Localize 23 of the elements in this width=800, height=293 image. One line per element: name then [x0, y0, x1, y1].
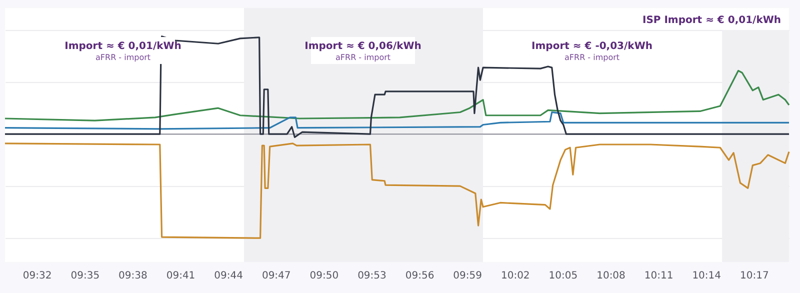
annotation: Import ≈ € -0,03/kWh [532, 41, 652, 52]
x-tick-label: 09:38 [118, 270, 148, 282]
annotation: aFRR - import [564, 53, 620, 62]
x-tick-label: 09:53 [358, 270, 386, 282]
x-tick-label: 10:02 [500, 270, 530, 282]
x-tick-label: 09:47 [262, 270, 291, 282]
x-tick-label: 10:05 [548, 270, 578, 282]
annotation: Import ≈ € 0,01/kWh [64, 41, 182, 52]
text: ISP Import ≈ € 0,01/kWh [642, 15, 781, 26]
x-tick-label: 09:35 [70, 270, 100, 282]
x-tick-label: 09:44 [214, 270, 243, 282]
annotation: aFRR - import [335, 53, 391, 62]
x-tick-label: 09:56 [405, 270, 434, 282]
x-tick-label: 09:32 [22, 270, 52, 282]
annotation: aFRR - import [95, 53, 151, 62]
x-tick-label: 09:41 [166, 270, 196, 282]
x-tick-label: 10:17 [740, 270, 769, 282]
x-tick-label: 10:11 [644, 270, 674, 282]
x-tick-label: 09:50 [310, 270, 339, 282]
x-tick-label: 09:59 [453, 270, 482, 282]
annotation: Import ≈ € 0,06/kWh [304, 41, 422, 52]
x-tick-label: 10:08 [596, 270, 626, 282]
x-tick-label: 10:14 [692, 270, 722, 282]
